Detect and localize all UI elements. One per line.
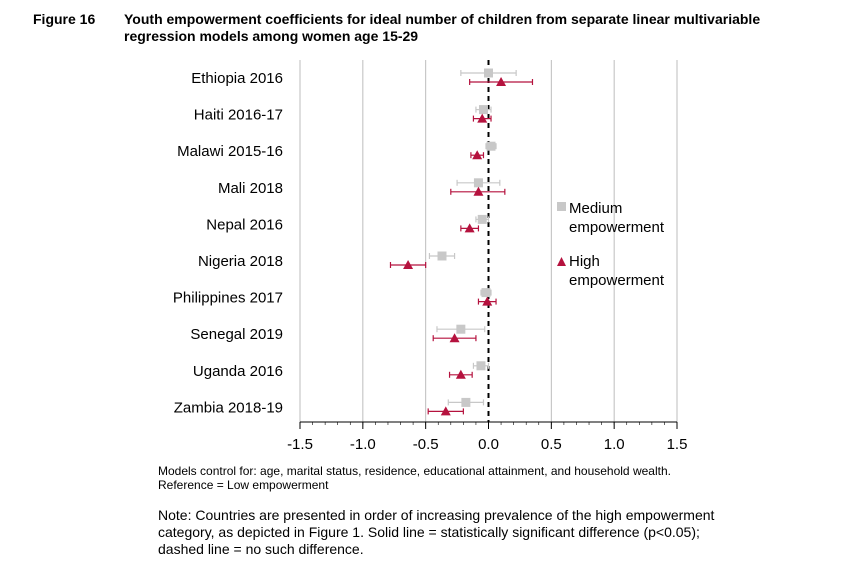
y-tick-label: Mali 2018 — [218, 180, 283, 197]
x-tick-label: -0.5 — [413, 436, 439, 453]
medium-point — [456, 324, 466, 334]
models-note-line-2: Reference = Low empowerment — [158, 478, 329, 492]
medium-point — [473, 178, 483, 188]
high-point — [440, 406, 451, 416]
legend-high-label-2: empowerment — [569, 272, 665, 289]
chart: -1.5 -1.0 -0.5 0.0 0.5 1.0 1.5 Ethiopia 2016 Ha… — [173, 60, 688, 453]
medium-point — [476, 361, 486, 371]
x-tick-label: 0.5 — [541, 436, 562, 453]
medium-point — [461, 397, 471, 407]
y-tick-label: Haiti 2016-17 — [194, 107, 283, 124]
medium-point — [484, 68, 493, 78]
y-tick-label: Zambia 2018-19 — [174, 399, 283, 416]
medium-point — [481, 288, 491, 298]
high-point — [473, 186, 484, 196]
high-point — [464, 223, 475, 233]
high-point — [472, 150, 483, 160]
x-axis: -1.5 -1.0 -0.5 0.0 0.5 1.0 1.5 — [287, 421, 688, 453]
x-tick-label: 1.0 — [604, 436, 625, 453]
legend-medium-label-2: empowerment — [569, 219, 665, 236]
y-tick-label: Malawi 2015-16 — [177, 143, 283, 160]
models-note: Models control for: age, marital status,… — [158, 464, 671, 492]
x-tick-label: 0.0 — [478, 436, 499, 453]
y-tick-label: Nigeria 2018 — [198, 253, 283, 270]
legend-medium-label-1: Medium — [569, 200, 622, 217]
high-point — [496, 77, 507, 86]
medium-point — [477, 214, 487, 224]
legend-medium-marker — [557, 202, 566, 211]
high-point — [482, 296, 493, 306]
x-tick-label: 1.5 — [667, 436, 688, 453]
x-tick-label: -1.5 — [287, 436, 313, 453]
figure-title: Youth empowerment coefficients for ideal… — [124, 11, 761, 44]
medium-point — [437, 251, 447, 261]
gridlines — [299, 60, 678, 422]
high-point — [455, 369, 466, 379]
models-note-line-1: Models control for: age, marital status,… — [158, 464, 671, 478]
y-tick-label: Nepal 2016 — [206, 216, 283, 233]
y-tick-label: Uganda 2016 — [193, 363, 283, 380]
legend: Medium empowerment High empowerment — [557, 200, 665, 289]
y-tick-label: Senegal 2019 — [190, 326, 283, 343]
medium-point — [486, 141, 496, 151]
y-tick-label: Ethiopia 2016 — [191, 70, 283, 87]
legend-high-marker — [557, 257, 566, 266]
legend-high-label-1: High — [569, 253, 600, 270]
y-axis-labels: Ethiopia 2016 Haiti 2016-17 Malawi 2015-16… — [173, 70, 283, 416]
plot-marks — [389, 68, 534, 416]
figure-label: Figure 16 — [33, 11, 96, 27]
high-point — [477, 113, 488, 123]
high-point — [449, 333, 460, 343]
high-point — [403, 260, 414, 269]
medium-point — [478, 105, 488, 115]
main-note: Note: Countries are presented in order o… — [158, 507, 715, 557]
y-tick-label: Philippines 2017 — [173, 290, 283, 307]
x-tick-label: -1.0 — [350, 436, 376, 453]
